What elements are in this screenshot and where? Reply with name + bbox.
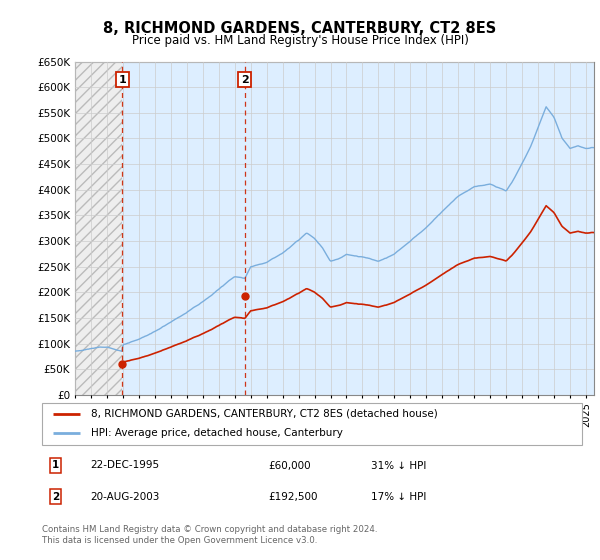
- Text: 22-DEC-1995: 22-DEC-1995: [91, 460, 160, 470]
- Text: £60,000: £60,000: [269, 460, 311, 470]
- Text: 8, RICHMOND GARDENS, CANTERBURY, CT2 8ES (detached house): 8, RICHMOND GARDENS, CANTERBURY, CT2 8ES…: [91, 409, 437, 419]
- Text: £192,500: £192,500: [269, 492, 319, 502]
- Text: Contains HM Land Registry data © Crown copyright and database right 2024.
This d: Contains HM Land Registry data © Crown c…: [42, 525, 377, 545]
- Text: 31% ↓ HPI: 31% ↓ HPI: [371, 460, 427, 470]
- Text: 2: 2: [52, 492, 59, 502]
- Text: 1: 1: [52, 460, 59, 470]
- Text: Price paid vs. HM Land Registry's House Price Index (HPI): Price paid vs. HM Land Registry's House …: [131, 34, 469, 46]
- Text: HPI: Average price, detached house, Canterbury: HPI: Average price, detached house, Cant…: [91, 428, 343, 438]
- Text: 8, RICHMOND GARDENS, CANTERBURY, CT2 8ES: 8, RICHMOND GARDENS, CANTERBURY, CT2 8ES: [103, 21, 497, 36]
- Text: 17% ↓ HPI: 17% ↓ HPI: [371, 492, 427, 502]
- Text: 1: 1: [119, 74, 127, 85]
- Text: 20-AUG-2003: 20-AUG-2003: [91, 492, 160, 502]
- Text: 2: 2: [241, 74, 248, 85]
